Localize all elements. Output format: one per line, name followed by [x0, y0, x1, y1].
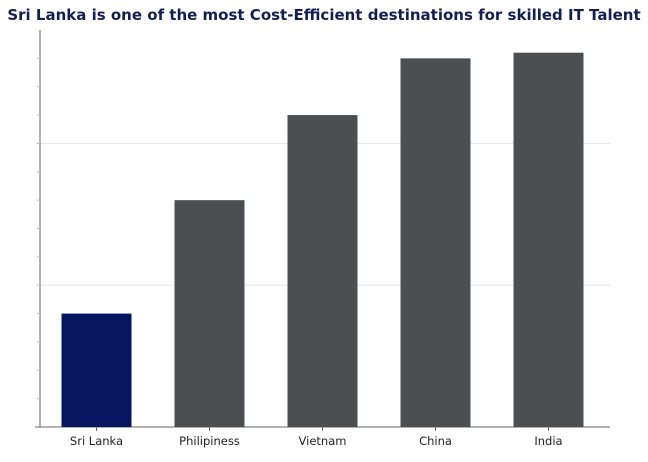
x-tick-label-china: China: [419, 434, 452, 448]
x-tick-labels: Sri Lanka Philipiness Vietnam China India: [70, 434, 563, 448]
bar-philipiness: [174, 200, 245, 427]
bar-vietnam: [287, 115, 358, 428]
bar-india: [513, 52, 584, 427]
x-tick-label-india: India: [534, 434, 562, 448]
x-tick-label-vietnam: Vietnam: [299, 434, 347, 448]
chart-title: Sri Lanka is one of the most Cost-Effici…: [7, 6, 641, 24]
bar-china: [400, 58, 471, 427]
bars: [61, 52, 584, 428]
x-tick-label-philipiness: Philipiness: [179, 434, 240, 448]
bar-sri-lanka: [61, 313, 132, 427]
x-tick-label-sri-lanka: Sri Lanka: [70, 434, 123, 448]
